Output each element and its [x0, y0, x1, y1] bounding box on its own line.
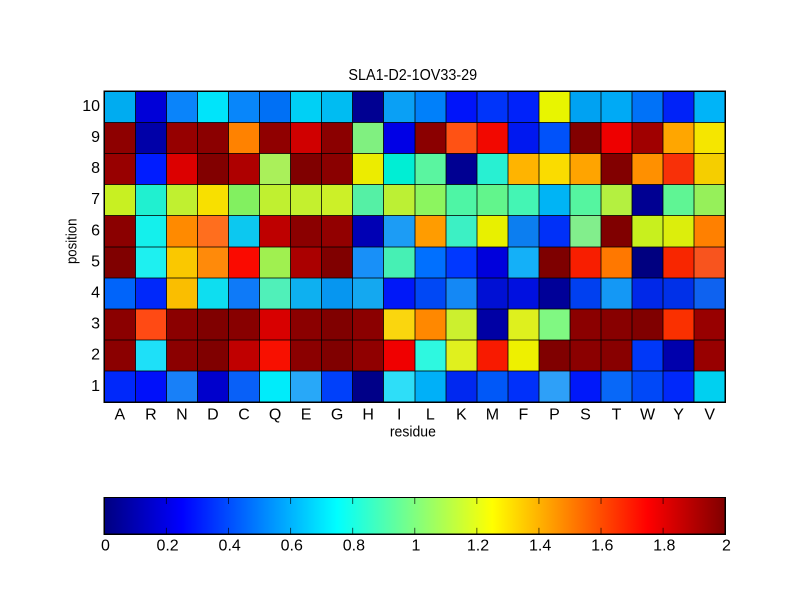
svg-text:1: 1 [91, 378, 100, 395]
svg-text:0.2: 0.2 [156, 538, 178, 555]
svg-text:D: D [207, 407, 219, 424]
svg-text:E: E [301, 407, 312, 424]
svg-text:P: P [549, 407, 560, 424]
svg-text:2: 2 [722, 538, 731, 555]
svg-text:5: 5 [91, 253, 100, 270]
svg-text:A: A [114, 407, 125, 424]
svg-text:1: 1 [411, 538, 420, 555]
svg-text:0.8: 0.8 [343, 538, 365, 555]
svg-text:I: I [397, 407, 401, 424]
svg-text:G: G [331, 407, 343, 424]
svg-text:9: 9 [91, 129, 100, 146]
svg-text:V: V [704, 407, 715, 424]
svg-text:W: W [640, 407, 656, 424]
svg-text:0.4: 0.4 [219, 538, 241, 555]
svg-text:1.4: 1.4 [529, 538, 551, 555]
svg-text:M: M [486, 407, 499, 424]
svg-text:1.6: 1.6 [591, 538, 613, 555]
svg-text:0.6: 0.6 [281, 538, 303, 555]
svg-text:T: T [612, 407, 622, 424]
svg-text:F: F [519, 407, 529, 424]
svg-text:0: 0 [101, 538, 110, 555]
svg-text:Y: Y [673, 407, 684, 424]
svg-text:4: 4 [91, 284, 100, 301]
svg-text:K: K [456, 407, 467, 424]
svg-text:residue: residue [390, 424, 436, 441]
svg-text:N: N [176, 407, 188, 424]
svg-text:1.8: 1.8 [653, 538, 675, 555]
svg-text:7: 7 [91, 191, 100, 208]
svg-text:1.2: 1.2 [467, 538, 489, 555]
svg-text:6: 6 [91, 222, 100, 239]
svg-text:position: position [64, 219, 81, 264]
svg-text:8: 8 [91, 160, 100, 177]
svg-text:C: C [238, 407, 250, 424]
svg-text:SLA1-D2-1OV33-29: SLA1-D2-1OV33-29 [348, 67, 477, 84]
svg-text:10: 10 [82, 98, 100, 115]
svg-text:L: L [426, 407, 435, 424]
svg-text:Q: Q [269, 407, 281, 424]
svg-text:3: 3 [91, 316, 100, 333]
svg-text:R: R [145, 407, 157, 424]
svg-text:S: S [580, 407, 591, 424]
svg-text:2: 2 [91, 347, 100, 364]
svg-text:H: H [362, 407, 374, 424]
